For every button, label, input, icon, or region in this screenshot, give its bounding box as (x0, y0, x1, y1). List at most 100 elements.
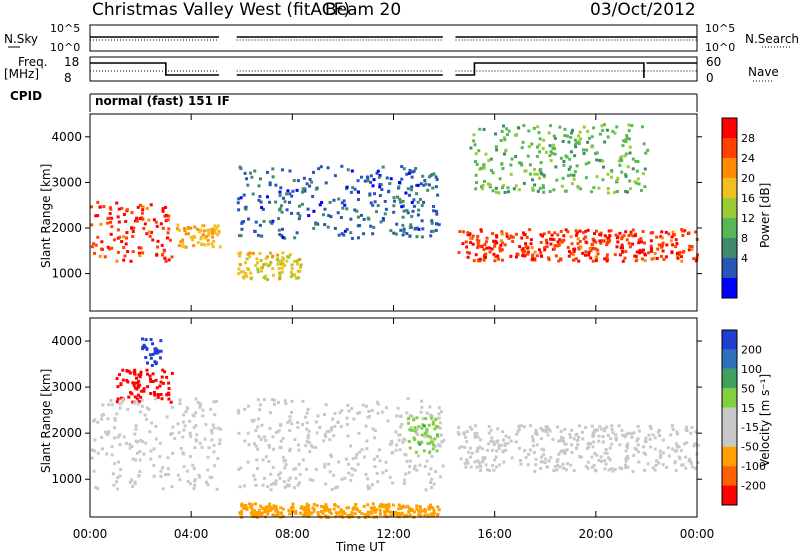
heatmap-cell (630, 124, 634, 128)
heatmap-cell (496, 257, 500, 261)
heatmap-cell (602, 239, 606, 243)
heatmap-cell (277, 429, 281, 433)
heatmap-cell (524, 169, 528, 173)
heatmap-cell (176, 473, 180, 477)
heatmap-cell (294, 512, 298, 516)
heatmap-cell (244, 205, 248, 209)
heatmap-cell (636, 443, 640, 447)
heatmap-cell (258, 251, 262, 255)
heatmap-cell (433, 427, 437, 431)
heatmap-cell (323, 465, 327, 469)
heatmap-cell (240, 502, 244, 506)
heatmap-cell (487, 431, 491, 435)
heatmap-cell (283, 458, 287, 462)
heatmap-cell (479, 166, 483, 170)
heatmap-cell (603, 257, 607, 261)
heatmap-cell (288, 447, 292, 451)
heatmap-cell (116, 476, 120, 480)
heatmap-cell (118, 406, 122, 410)
heatmap-cell (151, 352, 155, 356)
heatmap-cell (349, 444, 353, 448)
heatmap-cell (262, 275, 266, 279)
heatmap-cell (624, 466, 628, 470)
heatmap-cell (288, 200, 292, 204)
heatmap-cell (415, 428, 419, 432)
velocity-ylabel: Slant Range [km] (39, 369, 53, 473)
heatmap-cell (527, 452, 531, 456)
heatmap-cell (482, 258, 486, 262)
heatmap-cell (548, 124, 552, 128)
heatmap-cell (368, 192, 372, 196)
heatmap-cell (188, 419, 192, 423)
heatmap-cell (560, 239, 564, 243)
heatmap-cell (506, 186, 510, 190)
heatmap-cell (655, 235, 659, 239)
heatmap-cell (551, 237, 555, 241)
heatmap-cell (660, 236, 664, 240)
heatmap-cell (634, 259, 638, 263)
heatmap-cell (238, 485, 242, 489)
heatmap-cell (271, 254, 275, 258)
heatmap-cell (465, 440, 469, 444)
heatmap-cell (551, 437, 555, 441)
heatmap-cell (603, 427, 607, 431)
heatmap-cell (305, 440, 309, 444)
heatmap-cell (549, 456, 553, 460)
heatmap-cell (242, 484, 246, 488)
heatmap-cell (145, 206, 149, 210)
heatmap-cell (314, 222, 318, 226)
heatmap-cell (659, 235, 663, 239)
heatmap-cell (337, 233, 341, 237)
heatmap-cell (579, 137, 583, 141)
heatmap-cell (327, 429, 331, 433)
heatmap-cell (594, 240, 598, 244)
heatmap-cell (520, 146, 524, 150)
heatmap-cell (611, 469, 615, 473)
heatmap-cell (426, 514, 430, 518)
heatmap-cell (280, 234, 284, 238)
heatmap-cell (379, 220, 383, 224)
heatmap-cell (479, 244, 483, 248)
heatmap-cell (369, 180, 373, 184)
heatmap-cell (482, 163, 486, 167)
heatmap-cell (274, 504, 278, 508)
heatmap-cell (254, 220, 258, 224)
heatmap-cell (254, 510, 258, 514)
heatmap-cell (138, 470, 142, 474)
heatmap-cell (284, 402, 288, 406)
heatmap-cell (105, 452, 109, 456)
heatmap-cell (194, 424, 198, 428)
heatmap-cell (596, 252, 600, 256)
heatmap-cell (631, 234, 635, 238)
heatmap-cell (357, 431, 361, 435)
heatmap-cell (610, 467, 614, 471)
heatmap-cell (626, 445, 630, 449)
heatmap-cell (674, 469, 678, 473)
heatmap-cell (417, 454, 421, 458)
heatmap-cell (136, 451, 140, 455)
heatmap-cell (528, 163, 532, 167)
heatmap-cell (354, 456, 358, 460)
heatmap-cell (410, 185, 414, 189)
heatmap-cell (388, 442, 392, 446)
heatmap-cell (419, 410, 423, 414)
heatmap-cell (566, 245, 570, 249)
heatmap-cell (118, 235, 122, 239)
heatmap-cell (298, 511, 302, 515)
heatmap-cell (536, 189, 540, 193)
heatmap-cell (118, 443, 122, 447)
heatmap-cell (670, 235, 674, 239)
heatmap-cell (373, 192, 377, 196)
heatmap-cell (336, 505, 340, 509)
colorbar-segment (722, 485, 737, 505)
heatmap-cell (633, 446, 637, 450)
heatmap-cell (407, 171, 411, 175)
heatmap-cell (517, 428, 521, 432)
heatmap-cell (131, 457, 135, 461)
heatmap-cell (242, 275, 246, 279)
heatmap-cell (301, 399, 305, 403)
heatmap-cell (394, 232, 398, 236)
heatmap-cell (694, 259, 698, 263)
heatmap-cell (236, 408, 240, 412)
heatmap-cell (281, 514, 285, 518)
